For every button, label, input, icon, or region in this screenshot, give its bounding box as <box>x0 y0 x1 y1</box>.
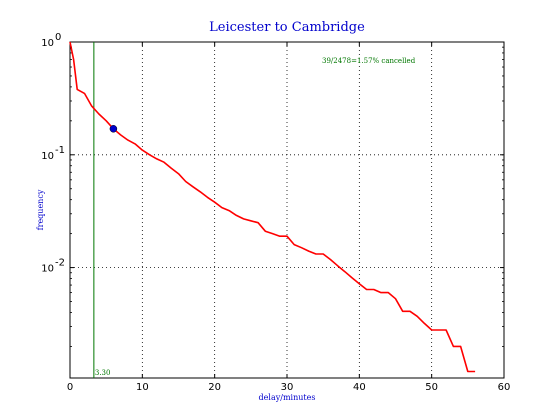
x-tick-label: 0 <box>67 382 73 393</box>
marker-group <box>109 125 118 133</box>
cancelled-annotation: 39/2478=1.57% cancelled <box>322 57 416 65</box>
grid-lines <box>70 42 504 378</box>
x-tick-label: 50 <box>425 382 438 393</box>
y-tick-exponent: -1 <box>55 145 65 156</box>
y-axis-label: frequency <box>36 189 45 230</box>
x-tick-label: 30 <box>281 382 294 393</box>
series-line <box>69 41 476 373</box>
y-tick-label: 10 <box>41 264 54 275</box>
y-tick-exponent: 0 <box>55 32 61 43</box>
y-tick-exponent: -2 <box>55 258 65 269</box>
y-tick-label: 10 <box>41 151 54 162</box>
chart-title: Leicester to Cambridge <box>209 20 365 35</box>
threshold-line-group: 3.30 <box>93 42 111 378</box>
series-group <box>69 41 476 373</box>
x-tick-label: 20 <box>208 382 221 393</box>
x-tick-label: 10 <box>136 382 149 393</box>
x-tick-label: 40 <box>353 382 366 393</box>
highlight-marker <box>109 125 118 133</box>
x-axis-label: delay/minutes <box>259 393 316 402</box>
x-tick-labels: 0 10 20 30 40 50 60 <box>67 382 511 393</box>
y-tick-label: 10 <box>41 38 54 49</box>
x-tick-label: 60 <box>498 382 511 393</box>
threshold-label: 3.30 <box>95 369 111 377</box>
